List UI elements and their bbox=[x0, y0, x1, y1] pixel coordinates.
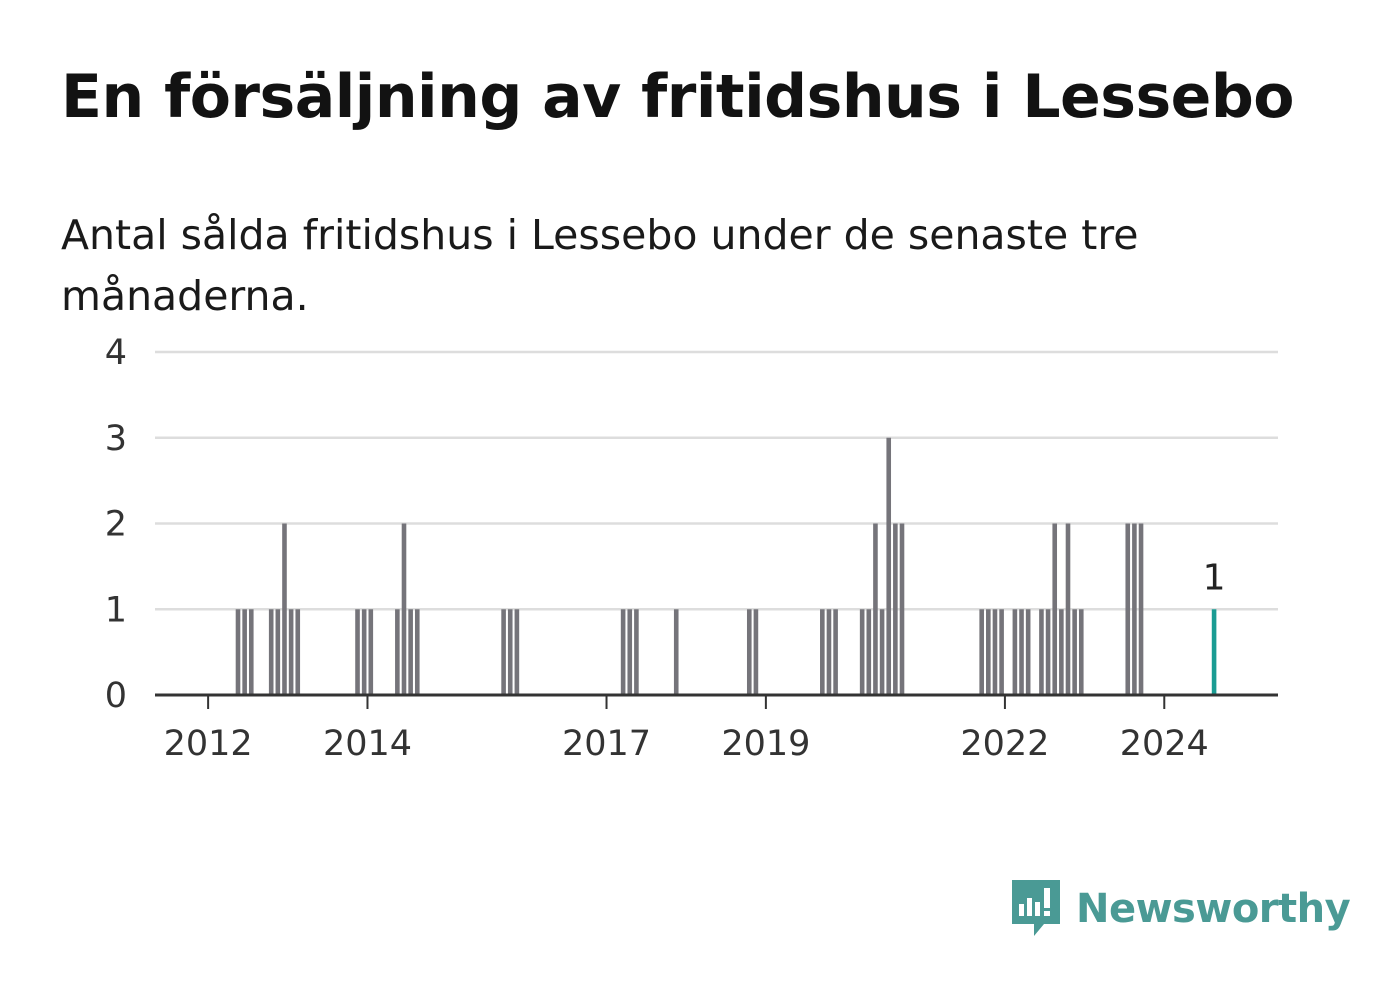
bar bbox=[355, 609, 360, 695]
axes: 0 1 2 3 4 2012 2014 2017 2019 2022 2024 bbox=[105, 333, 1278, 764]
x-tick-label: 2019 bbox=[721, 724, 810, 764]
newsworthy-logo[interactable]: Newsworthy bbox=[1010, 878, 1351, 940]
bar bbox=[275, 609, 281, 695]
bar bbox=[866, 609, 872, 695]
bar bbox=[361, 609, 367, 695]
bar bbox=[501, 609, 506, 695]
bar bbox=[1059, 609, 1064, 695]
y-tick-label: 2 bbox=[105, 505, 127, 545]
bar bbox=[1012, 609, 1018, 695]
bar bbox=[401, 523, 407, 695]
bar bbox=[408, 609, 413, 695]
bar bbox=[986, 609, 991, 695]
bar bbox=[999, 609, 1004, 695]
bar-highlight bbox=[1211, 609, 1217, 695]
bar bbox=[395, 609, 400, 695]
data-label: 1 bbox=[1203, 557, 1226, 598]
bar bbox=[295, 609, 301, 695]
bar bbox=[268, 609, 274, 695]
bar bbox=[507, 609, 513, 695]
bar bbox=[820, 609, 825, 695]
bar bbox=[1039, 609, 1044, 695]
x-tick-label: 2014 bbox=[323, 724, 412, 764]
bar bbox=[248, 609, 254, 695]
bar bbox=[1019, 609, 1024, 695]
bar bbox=[235, 609, 241, 695]
brand-name: Newsworthy bbox=[1076, 886, 1351, 932]
bar bbox=[242, 609, 247, 695]
bar bbox=[627, 609, 633, 695]
bar bbox=[879, 609, 885, 695]
bar bbox=[826, 609, 832, 695]
bar bbox=[1025, 609, 1031, 695]
y-tick-label: 4 bbox=[105, 333, 127, 373]
bar bbox=[414, 609, 420, 695]
bar bbox=[1078, 609, 1084, 695]
newsworthy-logo-icon bbox=[1012, 880, 1060, 936]
chart-title: En försäljning av fritidshus i Lessebo bbox=[61, 62, 1295, 132]
bar bbox=[833, 609, 838, 695]
bar bbox=[1052, 523, 1058, 695]
bar bbox=[1125, 523, 1131, 695]
bar bbox=[1072, 609, 1077, 695]
bars: 1 bbox=[235, 437, 1226, 695]
bar bbox=[753, 609, 759, 695]
bar bbox=[893, 523, 898, 695]
bar bbox=[992, 609, 998, 695]
y-tick-label: 0 bbox=[105, 676, 127, 716]
chart-subtitle: Antal sålda fritidshus i Lessebo under d… bbox=[61, 211, 1139, 320]
y-tick-label: 3 bbox=[105, 419, 127, 459]
gridlines bbox=[155, 350, 1278, 611]
bar bbox=[514, 609, 520, 695]
bar bbox=[746, 609, 752, 695]
bar bbox=[873, 523, 878, 695]
bar bbox=[368, 609, 374, 695]
x-tick-label: 2012 bbox=[164, 724, 253, 764]
bar bbox=[1132, 523, 1137, 695]
bar bbox=[620, 609, 626, 695]
bar bbox=[282, 523, 287, 695]
bar bbox=[979, 609, 984, 695]
bar bbox=[859, 609, 865, 695]
bar bbox=[886, 437, 892, 695]
y-tick-label: 1 bbox=[105, 590, 127, 630]
x-tick-label: 2022 bbox=[960, 724, 1049, 764]
x-tick-label: 2024 bbox=[1120, 724, 1209, 764]
bar bbox=[1045, 609, 1051, 695]
bar bbox=[673, 609, 679, 695]
bar bbox=[1138, 523, 1144, 695]
bar bbox=[288, 609, 294, 695]
x-tick-label: 2017 bbox=[562, 724, 651, 764]
bar bbox=[1065, 523, 1071, 695]
bar bbox=[899, 523, 905, 695]
bar bbox=[634, 609, 639, 695]
